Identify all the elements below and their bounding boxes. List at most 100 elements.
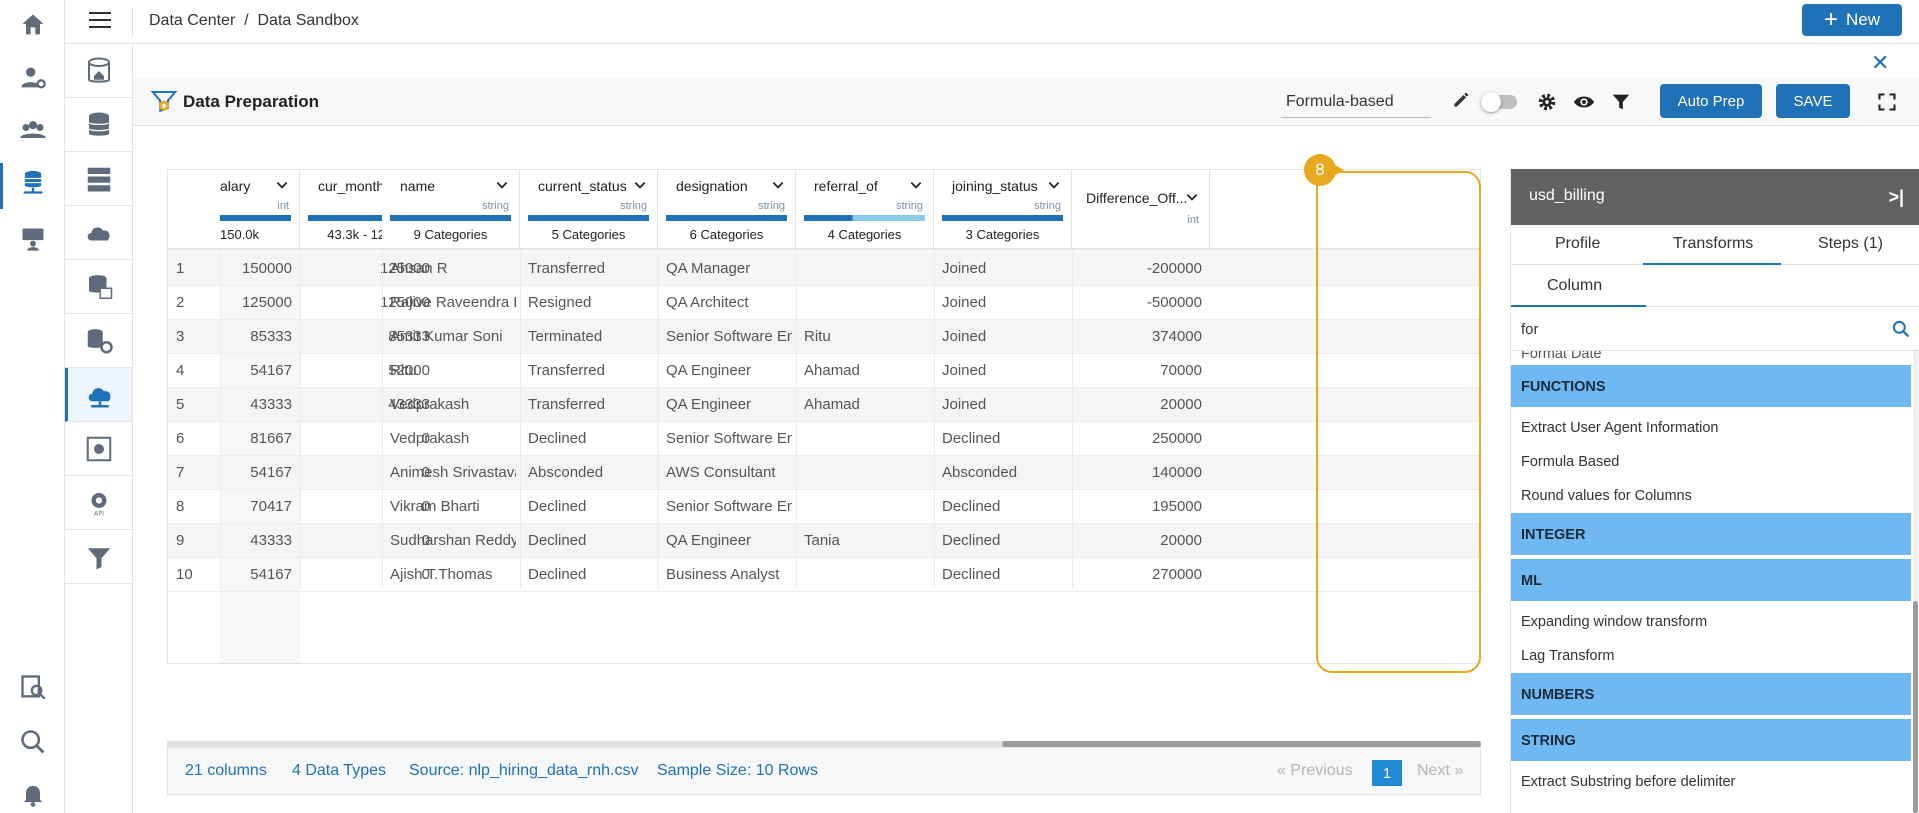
- server-icon[interactable]: [65, 152, 132, 206]
- column-header[interactable]: designation string 6 Categories: [658, 170, 796, 248]
- chevron-down-icon[interactable]: [1185, 190, 1199, 204]
- database-icon[interactable]: [65, 98, 132, 152]
- home-icon[interactable]: [14, 6, 52, 44]
- new-button[interactable]: + New: [1802, 4, 1902, 36]
- search-input[interactable]: [1521, 315, 1881, 343]
- search-report-icon[interactable]: [14, 668, 52, 706]
- data-sandbox-icon[interactable]: [65, 368, 132, 422]
- table-cell: Senior Software En...: [666, 328, 792, 345]
- chevron-down-icon[interactable]: [275, 178, 289, 192]
- category-header[interactable]: STRING: [1511, 719, 1911, 763]
- table-row[interactable]: 3 85333 85333 Amit Kumar Soni Terminated Seni…: [168, 320, 1480, 354]
- table-cell: -500000: [1146, 294, 1202, 311]
- list-item[interactable]: Format Date: [1521, 351, 1602, 362]
- search-data-icon[interactable]: [14, 723, 52, 761]
- horizontal-scrollbar[interactable]: [167, 741, 1481, 747]
- column-header[interactable]: name string 9 Categories: [382, 170, 520, 248]
- category-header[interactable]: INTEGER: [1511, 513, 1911, 557]
- category-header[interactable]: NUMBERS: [1511, 673, 1911, 717]
- table-cell: AWS Consultant: [666, 464, 776, 481]
- data-center-icon[interactable]: [0, 163, 52, 209]
- breadcrumb: Data Center / Data Sandbox: [149, 12, 359, 29]
- tab-transforms[interactable]: Transforms: [1673, 235, 1754, 252]
- table-row[interactable]: 9 43333 0 Sudharshan Reddy Declined QA Engine…: [168, 524, 1480, 558]
- column-type: int: [1187, 214, 1199, 226]
- scroll-thumb[interactable]: [1002, 741, 1481, 747]
- table-cell: 125000: [379, 260, 430, 277]
- vertical-scrollbar[interactable]: [1913, 351, 1918, 813]
- page-number-button[interactable]: 1: [1372, 760, 1402, 786]
- filter-icon[interactable]: [1610, 91, 1632, 113]
- chevron-down-icon[interactable]: [633, 178, 647, 192]
- previous-page-button[interactable]: « Previous: [1277, 762, 1353, 779]
- close-icon[interactable]: ✕: [1871, 50, 1890, 75]
- toggle-switch[interactable]: [1481, 92, 1517, 112]
- table-row[interactable]: 8 70417 0 Vikram Bharti Declined Senior Softw…: [168, 490, 1480, 524]
- collapse-panel-icon[interactable]: >|: [1888, 187, 1904, 207]
- column-summary: 5 Categories: [551, 227, 626, 242]
- chevron-down-icon[interactable]: [771, 178, 785, 192]
- data-preparation-icon[interactable]: [65, 530, 132, 584]
- formula-mode-field[interactable]: Formula-based: [1281, 86, 1431, 118]
- table-row[interactable]: 10 54167 0 Ajish.T.Thomas Declined Business A…: [168, 558, 1480, 592]
- table-row[interactable]: 1 150000 125000 Ahsan R Transferred QA Manage…: [168, 252, 1480, 286]
- table-cell: QA Engineer: [666, 532, 752, 549]
- list-item[interactable]: Extract Substring before delimiter: [1521, 774, 1736, 790]
- group-icon[interactable]: [14, 112, 52, 150]
- column-distribution-bar: [390, 215, 511, 221]
- column-header[interactable]: joining_status string 3 Categories: [934, 170, 1072, 248]
- category-header[interactable]: FUNCTIONS: [1511, 365, 1911, 409]
- chevron-down-icon[interactable]: [495, 178, 509, 192]
- side-panel-header: usd_billing >|: [1511, 169, 1919, 225]
- column-header[interactable]: referral_of string 4 Categories: [796, 170, 934, 248]
- search-icon[interactable]: [1891, 319, 1911, 339]
- column-header[interactable]: current_status string 5 Categories: [520, 170, 658, 248]
- tab-profile[interactable]: Profile: [1555, 235, 1601, 252]
- save-button[interactable]: SAVE: [1776, 84, 1850, 118]
- tab-column[interactable]: Column: [1547, 277, 1603, 294]
- dashboard-user-icon[interactable]: [14, 220, 52, 258]
- list-item[interactable]: Lag Transform: [1521, 648, 1615, 664]
- next-page-button[interactable]: Next »: [1417, 762, 1464, 779]
- table-cell: Declined: [528, 532, 587, 549]
- data-home-icon[interactable]: [65, 44, 132, 98]
- api-settings-icon[interactable]: API: [65, 476, 132, 530]
- auto-prep-button[interactable]: Auto Prep: [1660, 84, 1762, 118]
- column-distribution-bar: [804, 215, 925, 221]
- gear-icon[interactable]: [1536, 91, 1558, 113]
- data-settings-icon[interactable]: [65, 422, 132, 476]
- column-header[interactable]: Difference_Off... int: [1072, 170, 1210, 248]
- table-cell: Absconded: [528, 464, 604, 481]
- eye-icon[interactable]: [1573, 91, 1595, 113]
- column-header[interactable]: alary int 150.0k: [220, 170, 300, 248]
- data-code-icon[interactable]: [65, 260, 132, 314]
- table-cell: Tania: [804, 532, 840, 549]
- menu-icon[interactable]: [89, 12, 111, 30]
- scroll-thumb[interactable]: [1913, 601, 1918, 813]
- list-item[interactable]: Round values for Columns: [1521, 488, 1692, 504]
- list-item[interactable]: Formula Based: [1521, 454, 1620, 470]
- list-item[interactable]: Expanding window transform: [1521, 614, 1708, 630]
- notification-bell-icon[interactable]: [14, 775, 52, 813]
- column-type: string: [620, 200, 647, 212]
- table-row[interactable]: 5 43333 43333 Vedprakash Transferred QA Engin…: [168, 388, 1480, 422]
- category-header[interactable]: ML: [1511, 559, 1911, 603]
- table-row[interactable]: 6 81667 0 Vedprakash Declined Senior Software…: [168, 422, 1480, 456]
- row-index: 9: [176, 532, 185, 549]
- tab-steps[interactable]: Steps (1): [1818, 235, 1883, 252]
- data-tools-icon[interactable]: [65, 314, 132, 368]
- cloud-database-icon[interactable]: [65, 206, 132, 260]
- transform-list: Format Date FUNCTIONS Extract User Agent I…: [1511, 351, 1911, 813]
- fullscreen-icon[interactable]: [1877, 92, 1897, 112]
- chevron-down-icon[interactable]: [1047, 178, 1061, 192]
- table-cell: Senior Software En...: [666, 498, 792, 515]
- table-row[interactable]: 7 54167 0 Animesh Srivastava Absconded AWS Co…: [168, 456, 1480, 490]
- user-settings-icon[interactable]: [14, 59, 52, 97]
- list-item[interactable]: Extract User Agent Information: [1521, 420, 1719, 436]
- table-cell: 85333: [250, 328, 292, 345]
- table-row[interactable]: 4 54167 52000 Ritu Transferred QA Engineer Aha…: [168, 354, 1480, 388]
- edit-icon[interactable]: [1451, 90, 1471, 110]
- chevron-down-icon[interactable]: [909, 178, 923, 192]
